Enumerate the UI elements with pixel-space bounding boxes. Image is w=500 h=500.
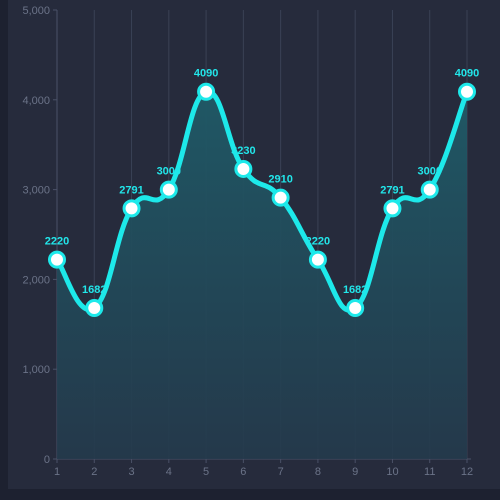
bottom-border-strip	[0, 489, 500, 500]
data-point[interactable]	[271, 188, 290, 207]
y-tick-label: 0	[44, 454, 50, 466]
data-point[interactable]	[48, 250, 66, 269]
data-label: 1682	[82, 284, 106, 296]
data-label: 2791	[380, 184, 404, 196]
data-label: 2220	[45, 236, 69, 248]
data-point[interactable]	[383, 199, 402, 218]
data-point[interactable]	[197, 82, 216, 101]
y-tick-label: 5,000	[22, 5, 50, 17]
y-tick-label: 2,000	[22, 274, 50, 286]
left-border-strip	[0, 0, 8, 500]
data-point[interactable]	[159, 180, 178, 199]
x-tick-label: 3	[128, 466, 134, 478]
x-tick-label: 10	[386, 466, 398, 478]
series-area	[57, 91, 467, 460]
series-line	[54, 89, 470, 313]
x-tick-label: 7	[278, 466, 284, 478]
data-label: 2220	[306, 236, 330, 248]
data-label: 2791	[119, 184, 143, 196]
x-tick-label: 2	[91, 466, 97, 478]
data-label: 3230	[231, 145, 255, 157]
data-point[interactable]	[346, 298, 365, 317]
data-label: 3000	[417, 166, 441, 178]
data-points	[48, 82, 476, 317]
x-tick-label: 5	[203, 466, 209, 478]
data-point[interactable]	[85, 298, 104, 317]
y-tick-label: 4,000	[22, 95, 50, 107]
x-tick-label: 11	[424, 466, 435, 478]
data-label: 2910	[268, 174, 292, 186]
data-point[interactable]	[234, 159, 253, 178]
x-tick-label: 12	[461, 466, 473, 478]
data-label: 1682	[343, 284, 367, 296]
data-label: 4090	[455, 68, 479, 80]
y-tick-label: 3,000	[22, 185, 50, 197]
x-tick-label: 9	[352, 466, 358, 478]
data-point[interactable]	[308, 250, 327, 269]
data-labels: 2220 1682 2791 3000 4090 3230 2910 2220 1682 2791…	[45, 68, 479, 296]
data-label: 3000	[157, 166, 181, 178]
data-point[interactable]	[420, 180, 439, 199]
data-point[interactable]	[458, 82, 476, 101]
data-point[interactable]	[122, 199, 141, 218]
x-tick-label: 4	[166, 466, 172, 478]
data-label: 4090	[194, 68, 218, 80]
x-tick-label: 6	[240, 466, 246, 478]
y-tick-label: 1,000	[22, 364, 50, 376]
x-tick-label: 8	[315, 466, 321, 478]
x-tick-label: 1	[54, 466, 60, 478]
